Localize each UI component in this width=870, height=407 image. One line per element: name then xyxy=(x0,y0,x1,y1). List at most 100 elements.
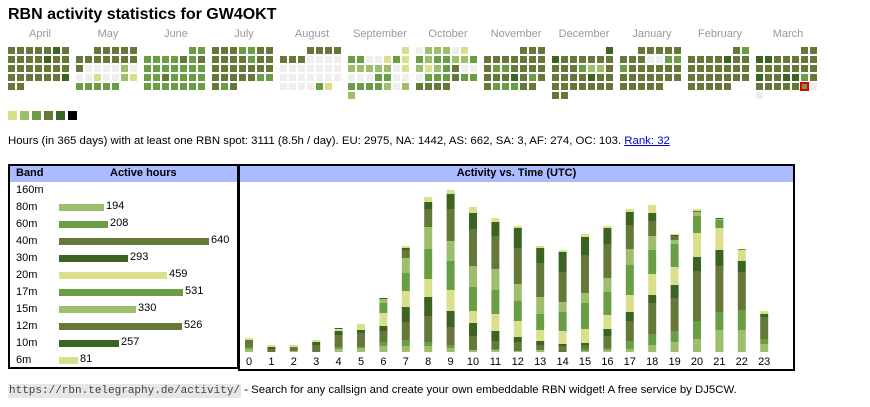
calendar-day[interactable] xyxy=(425,65,432,72)
calendar-day[interactable] xyxy=(452,74,459,81)
calendar-day[interactable] xyxy=(384,74,391,81)
calendar-day[interactable] xyxy=(171,56,178,63)
calendar-day[interactable] xyxy=(792,65,799,72)
calendar-day[interactable] xyxy=(280,56,287,63)
calendar-day[interactable] xyxy=(774,56,781,63)
calendar-day[interactable] xyxy=(53,65,60,72)
calendar-day[interactable] xyxy=(620,83,627,90)
calendar-day[interactable] xyxy=(162,56,169,63)
calendar-day[interactable] xyxy=(620,56,627,63)
calendar-day[interactable] xyxy=(393,74,400,81)
calendar-day[interactable] xyxy=(706,56,713,63)
footer-url[interactable]: https://rbn.telegraphy.de/activity/ xyxy=(8,384,242,398)
calendar-day[interactable] xyxy=(144,65,151,72)
calendar-day[interactable] xyxy=(443,56,450,63)
calendar-day[interactable] xyxy=(26,74,33,81)
calendar-day[interactable] xyxy=(688,74,695,81)
calendar-day[interactable] xyxy=(103,56,110,63)
calendar-day[interactable] xyxy=(144,56,151,63)
calendar-day[interactable] xyxy=(316,83,323,90)
calendar-day[interactable] xyxy=(520,56,527,63)
calendar-day[interactable] xyxy=(647,65,654,72)
calendar-day-today[interactable] xyxy=(800,82,809,91)
calendar-day[interactable] xyxy=(484,65,491,72)
calendar-day[interactable] xyxy=(17,65,24,72)
calendar-day[interactable] xyxy=(810,83,817,90)
calendar-day[interactable] xyxy=(239,74,246,81)
calendar-day[interactable] xyxy=(461,65,468,72)
calendar-day[interactable] xyxy=(280,65,287,72)
calendar-day[interactable] xyxy=(511,56,518,63)
calendar-day[interactable] xyxy=(493,74,500,81)
calendar-day[interactable] xyxy=(434,56,441,63)
calendar-day[interactable] xyxy=(103,65,110,72)
calendar-day[interactable] xyxy=(76,56,83,63)
calendar-day[interactable] xyxy=(8,65,15,72)
calendar-day[interactable] xyxy=(552,56,559,63)
calendar-day[interactable] xyxy=(230,56,237,63)
calendar-day[interactable] xyxy=(212,56,219,63)
calendar-day[interactable] xyxy=(76,65,83,72)
calendar-day[interactable] xyxy=(8,83,15,90)
calendar-day[interactable] xyxy=(706,83,713,90)
calendar-day[interactable] xyxy=(724,74,731,81)
calendar-day[interactable] xyxy=(357,56,364,63)
calendar-day[interactable] xyxy=(756,83,763,90)
calendar-day[interactable] xyxy=(316,47,323,54)
calendar-day[interactable] xyxy=(434,74,441,81)
calendar-day[interactable] xyxy=(103,74,110,81)
calendar-day[interactable] xyxy=(434,65,441,72)
calendar-day[interactable] xyxy=(230,47,237,54)
calendar-day[interactable] xyxy=(674,65,681,72)
calendar-day[interactable] xyxy=(470,74,477,81)
calendar-day[interactable] xyxy=(366,83,373,90)
calendar-day[interactable] xyxy=(529,74,536,81)
calendar-day[interactable] xyxy=(570,74,577,81)
calendar-day[interactable] xyxy=(425,74,432,81)
calendar-day[interactable] xyxy=(484,56,491,63)
calendar-day[interactable] xyxy=(221,56,228,63)
calendar-day[interactable] xyxy=(756,74,763,81)
calendar-day[interactable] xyxy=(26,65,33,72)
calendar-day[interactable] xyxy=(53,74,60,81)
calendar-day[interactable] xyxy=(647,83,654,90)
calendar-day[interactable] xyxy=(248,74,255,81)
calendar-day[interactable] xyxy=(280,83,287,90)
calendar-day[interactable] xyxy=(606,47,613,54)
calendar-day[interactable] xyxy=(443,65,450,72)
calendar-day[interactable] xyxy=(656,56,663,63)
calendar-day[interactable] xyxy=(561,92,568,99)
calendar-day[interactable] xyxy=(520,65,527,72)
calendar-day[interactable] xyxy=(493,65,500,72)
calendar-day[interactable] xyxy=(144,83,151,90)
calendar-day[interactable] xyxy=(198,83,205,90)
calendar-day[interactable] xyxy=(393,65,400,72)
calendar-day[interactable] xyxy=(325,56,332,63)
calendar-day[interactable] xyxy=(8,74,15,81)
calendar-day[interactable] xyxy=(103,47,110,54)
calendar-day[interactable] xyxy=(94,65,101,72)
calendar-day[interactable] xyxy=(606,83,613,90)
calendar-day[interactable] xyxy=(674,56,681,63)
calendar-day[interactable] xyxy=(674,47,681,54)
calendar-day[interactable] xyxy=(629,74,636,81)
calendar-day[interactable] xyxy=(239,56,246,63)
calendar-day[interactable] xyxy=(375,74,382,81)
calendar-day[interactable] xyxy=(756,65,763,72)
calendar-day[interactable] xyxy=(189,56,196,63)
calendar-day[interactable] xyxy=(552,74,559,81)
calendar-day[interactable] xyxy=(697,65,704,72)
calendar-day[interactable] xyxy=(561,74,568,81)
calendar-day[interactable] xyxy=(44,65,51,72)
calendar-day[interactable] xyxy=(35,74,42,81)
calendar-day[interactable] xyxy=(620,65,627,72)
calendar-day[interactable] xyxy=(538,56,545,63)
calendar-day[interactable] xyxy=(357,65,364,72)
calendar-day[interactable] xyxy=(538,65,545,72)
calendar-day[interactable] xyxy=(502,74,509,81)
calendar-day[interactable] xyxy=(579,56,586,63)
calendar-day[interactable] xyxy=(783,65,790,72)
calendar-day[interactable] xyxy=(597,65,604,72)
calendar-day[interactable] xyxy=(461,47,468,54)
calendar-day[interactable] xyxy=(375,83,382,90)
